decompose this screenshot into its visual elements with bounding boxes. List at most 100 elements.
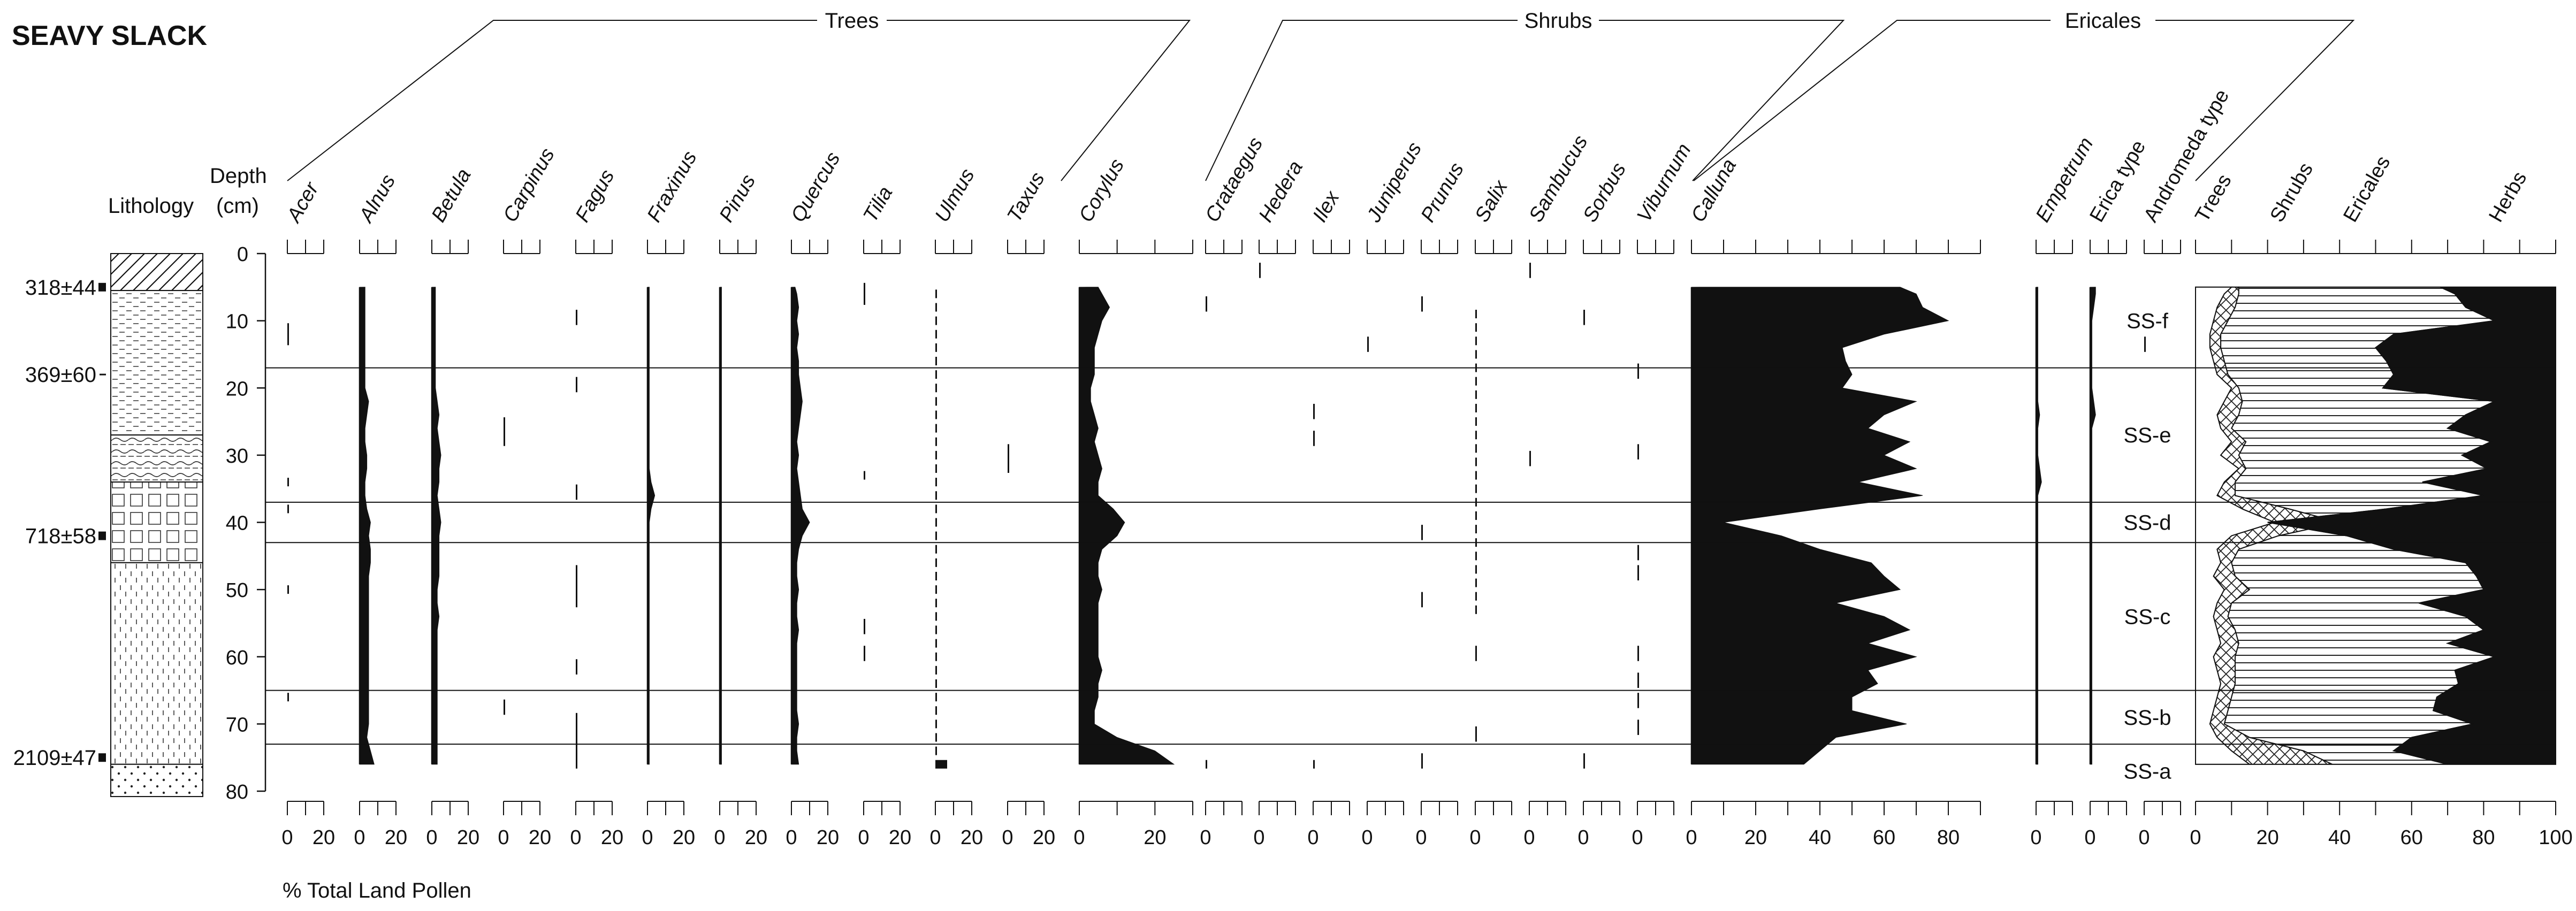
occurrence-sorbus bbox=[1583, 753, 1585, 762]
taxon-label-ulmus: Ulmus bbox=[931, 165, 979, 226]
curve-fraxinus bbox=[647, 287, 656, 765]
occurrence-tilia bbox=[864, 646, 865, 655]
curve-corylus bbox=[1079, 287, 1175, 765]
occurrence-prunus bbox=[1421, 592, 1423, 601]
occurrence-carpinus bbox=[504, 699, 505, 708]
occurrence-fagus bbox=[576, 572, 577, 580]
summary-series-label: Herbs bbox=[2484, 168, 2531, 226]
occurrence-ulmus bbox=[935, 518, 937, 527]
zone-label: SS-d bbox=[2124, 511, 2171, 535]
occurrence-carpinus bbox=[504, 424, 505, 433]
occurrence-ulmus bbox=[935, 464, 937, 473]
lithology-peat bbox=[110, 253, 203, 292]
occurrence-prunus bbox=[1421, 531, 1423, 540]
occurrence-ulmus bbox=[935, 746, 937, 755]
tick-label-calluna: 80 bbox=[1937, 826, 1960, 849]
tick-label-betula: 20 bbox=[457, 826, 479, 849]
lithology-sand bbox=[110, 763, 203, 798]
occurrence-fagus bbox=[576, 565, 577, 574]
group-bracket-trees bbox=[287, 20, 1191, 181]
zone-label: SS-b bbox=[2124, 706, 2171, 730]
occurrence-acer bbox=[287, 330, 289, 339]
occurrence-sorbus bbox=[1583, 760, 1585, 769]
tick-label-corylus: 20 bbox=[1144, 826, 1166, 849]
depth-tick-label: 80 bbox=[226, 781, 248, 803]
depth-tick-label: 20 bbox=[226, 378, 248, 400]
occurrence-ulmus bbox=[935, 665, 937, 675]
tick-label-fraxinus: 20 bbox=[673, 826, 695, 849]
occurrence-tilia bbox=[864, 289, 865, 298]
occurrence-fagus bbox=[576, 753, 577, 762]
tick-label-prunus: 0 bbox=[1415, 826, 1427, 849]
depth-label-1: Depth bbox=[210, 164, 267, 188]
occurrence-sambucus bbox=[1529, 457, 1531, 466]
zone-label: SS-c bbox=[2124, 605, 2171, 629]
occurrence-crataegus bbox=[1206, 296, 1207, 305]
occurrence-viburnum bbox=[1637, 672, 1639, 682]
date-label: 718±58 bbox=[25, 525, 96, 548]
occurrence-viburnum bbox=[1637, 679, 1639, 688]
taxon-label-corylus: Corylus bbox=[1074, 155, 1129, 226]
occurrence-sambucus bbox=[1529, 450, 1531, 460]
occurrence-crataegus bbox=[1206, 303, 1207, 312]
occurrence-tilia bbox=[864, 618, 865, 627]
occurrence-ulmus bbox=[935, 719, 937, 729]
occurrence-ulmus bbox=[935, 760, 947, 769]
occurrence-sorbus bbox=[1583, 310, 1585, 319]
taxon-label-fraxinus: Fraxinus bbox=[643, 147, 701, 226]
occurrence-prunus bbox=[1421, 753, 1423, 762]
occurrence-fagus bbox=[576, 377, 577, 386]
occurrence-viburnum bbox=[1637, 450, 1639, 460]
occurrence-tilia bbox=[864, 625, 865, 634]
curve-calluna bbox=[1691, 287, 1949, 765]
occurrence-ulmus bbox=[935, 585, 937, 594]
occurrence-salix bbox=[1475, 646, 1477, 655]
taxon-label-salix: Salix bbox=[1470, 175, 1513, 226]
taxon-label-taxus: Taxus bbox=[1003, 169, 1049, 226]
tick-label-ulmus: 20 bbox=[961, 826, 983, 849]
occurrence-acer bbox=[287, 323, 289, 332]
taxon-label-fagus: Fagus bbox=[571, 166, 619, 226]
occurrence-ulmus bbox=[935, 437, 937, 446]
taxon-label-pinus: Pinus bbox=[715, 171, 760, 226]
occurrence-fagus bbox=[576, 746, 577, 755]
occurrence-fagus bbox=[576, 384, 577, 393]
occurrence-juniperus bbox=[1367, 343, 1369, 352]
lithology-silt bbox=[110, 562, 203, 765]
occurrence-fagus bbox=[576, 713, 577, 722]
occurrence-fagus bbox=[576, 760, 577, 769]
occurrence-fagus bbox=[576, 491, 577, 500]
summary-tick-label: 0 bbox=[2190, 826, 2201, 849]
occurrence-salix bbox=[1475, 552, 1477, 561]
occurrence-salix bbox=[1475, 417, 1477, 426]
occurrence-viburnum bbox=[1637, 545, 1639, 554]
occurrence-carpinus bbox=[504, 437, 505, 446]
occurrence-andromeda-type bbox=[2144, 343, 2146, 352]
occurrence-viburnum bbox=[1637, 552, 1639, 561]
occurrence-ulmus bbox=[935, 424, 937, 433]
occurrence-salix bbox=[1475, 403, 1477, 412]
group-label-ericales: Ericales bbox=[2065, 9, 2141, 33]
tick-label-ulmus: 0 bbox=[929, 826, 941, 849]
occurrence-ulmus bbox=[935, 343, 937, 352]
occurrence-tilia bbox=[864, 652, 865, 661]
group-label-bg bbox=[2051, 7, 2155, 33]
occurrence-acer bbox=[287, 504, 289, 514]
zone-label: SS-f bbox=[2127, 310, 2169, 333]
x-axis-label: % Total Land Pollen bbox=[283, 879, 471, 902]
tick-label-pinus: 0 bbox=[714, 826, 725, 849]
occurrence-ulmus bbox=[935, 706, 937, 715]
occurrence-ulmus bbox=[935, 303, 937, 312]
occurrence-carpinus bbox=[504, 431, 505, 440]
occurrence-ulmus bbox=[935, 330, 937, 339]
occurrence-viburnum bbox=[1637, 719, 1639, 729]
tick-label-viburnum: 0 bbox=[1632, 826, 1643, 849]
curve-erica-type bbox=[2090, 287, 2096, 765]
occurrence-ulmus bbox=[935, 450, 937, 460]
curve-betula bbox=[431, 287, 441, 765]
tick-label-ilex: 0 bbox=[1307, 826, 1319, 849]
tick-label-quercus: 0 bbox=[786, 826, 797, 849]
summary-series-label: Shrubs bbox=[2266, 159, 2318, 226]
plot-content: 318±44 369±60 718±58 2109±47 0 10 20 30 40 50 60 70… bbox=[13, 7, 2573, 849]
group-label-bg bbox=[1518, 7, 1599, 33]
